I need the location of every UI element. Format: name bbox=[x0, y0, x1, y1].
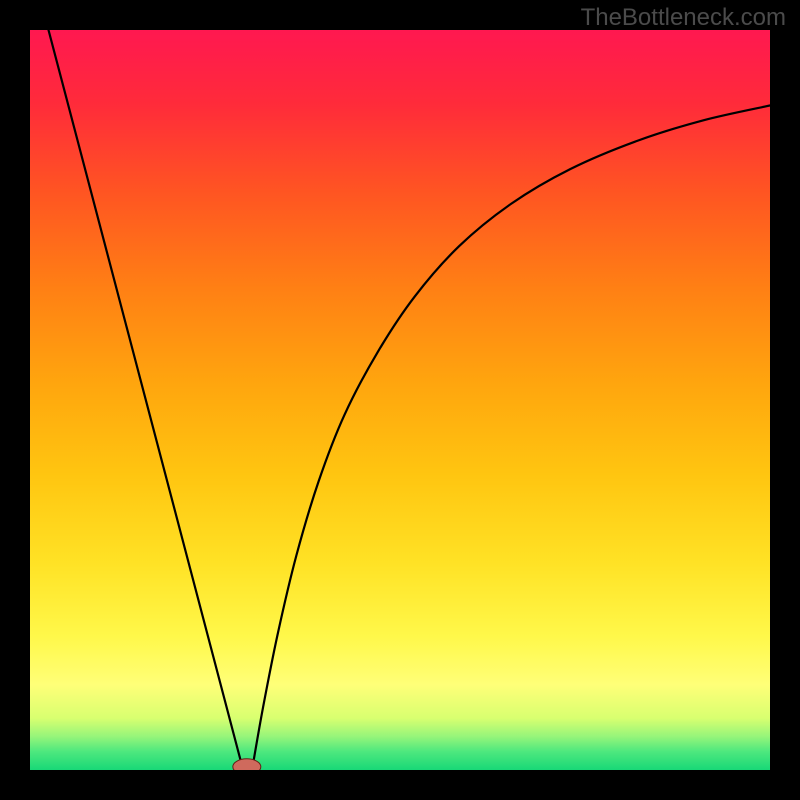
gradient-background bbox=[30, 30, 770, 770]
stage: TheBottleneck.com bbox=[0, 0, 800, 800]
watermark-text: TheBottleneck.com bbox=[581, 4, 786, 32]
plot-area bbox=[30, 30, 770, 770]
plot-svg bbox=[30, 30, 770, 770]
